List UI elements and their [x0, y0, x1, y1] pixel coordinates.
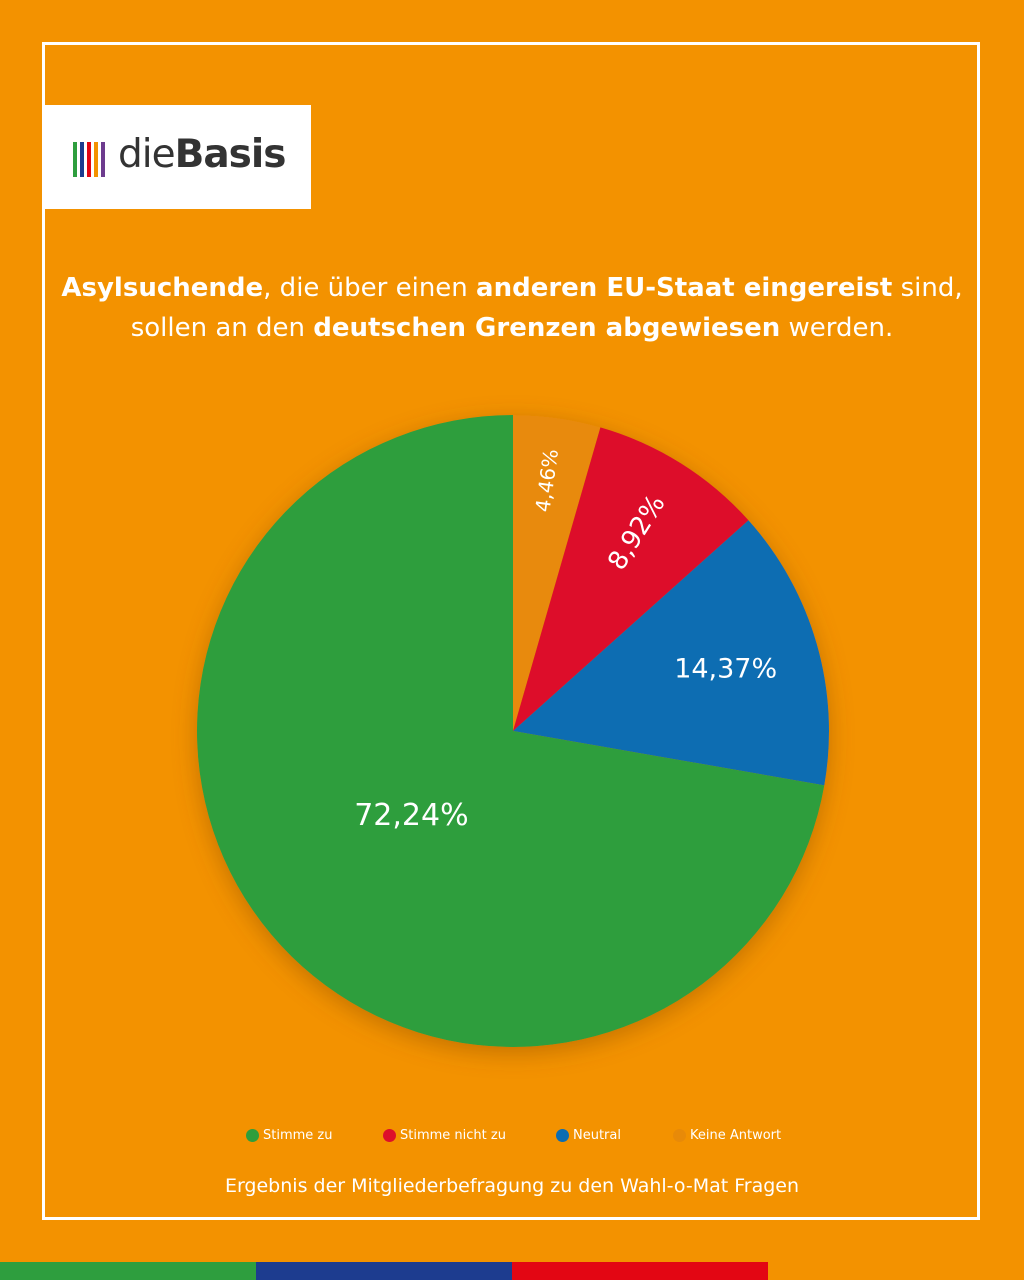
headline-line-1: Asylsuchende, die über einen anderen EU-… — [60, 268, 964, 308]
legend-swatch — [383, 1128, 396, 1142]
headline-line-2-segment: deutschen Grenzen abgewiesen — [313, 313, 781, 343]
chart-legend: Stimme zu Stimme nicht zu Neutral Keine Ant… — [0, 1125, 1024, 1145]
pie-slice-keine-antwort — [513, 415, 601, 731]
headline-line-1-segment: sind, — [892, 273, 963, 303]
legend-swatch — [673, 1128, 686, 1142]
legend-item: Stimme nicht zu — [383, 1125, 506, 1145]
legend-swatch — [246, 1128, 259, 1142]
legend-swatch — [556, 1128, 569, 1142]
pie-slice-stimme-zu — [197, 415, 825, 1047]
pie-data-label: 72,24% — [354, 798, 468, 833]
headline: Asylsuchende, die über einen anderen EU-… — [60, 268, 964, 348]
headline-line-2: sollen an den deutschen Grenzen abgewies… — [60, 308, 964, 348]
legend-label: Stimme nicht zu — [400, 1127, 506, 1143]
strip-segment — [512, 1262, 768, 1280]
legend-label: Neutral — [573, 1127, 621, 1143]
legend-item: Neutral — [556, 1125, 621, 1145]
headline-line-2-segment: werden. — [780, 313, 894, 343]
bottom-color-strip — [0, 1262, 1024, 1280]
strip-segment — [256, 1262, 512, 1280]
logo-wordmark: dieBasis — [118, 132, 286, 177]
strip-segment — [0, 1262, 256, 1280]
legend-label: Keine Antwort — [690, 1127, 782, 1143]
headline-line-1-segment: anderen EU-Staat eingereist — [476, 273, 893, 303]
footer-caption: Ergebnis der Mitgliederbefragung zu den … — [224, 1175, 800, 1197]
legend-item: Keine Antwort — [673, 1125, 781, 1145]
pie-data-label: 14,37% — [674, 654, 777, 685]
legend-label: Stimme zu — [263, 1127, 333, 1143]
headline-line-2-segment: sollen an den — [130, 313, 314, 343]
logo-bars-icon — [73, 142, 113, 177]
legend-item: Stimme zu — [246, 1125, 332, 1145]
pie-slice-neutral — [513, 520, 830, 786]
strip-segment — [768, 1262, 1024, 1280]
headline-line-1-segment: Asylsuchende — [61, 273, 264, 303]
logo: dieBasis — [42, 105, 311, 209]
white-frame — [42, 42, 980, 1220]
headline-line-1-segment: , die über einen — [263, 273, 477, 303]
pie-slice-stimme-nicht-zu — [513, 427, 749, 731]
